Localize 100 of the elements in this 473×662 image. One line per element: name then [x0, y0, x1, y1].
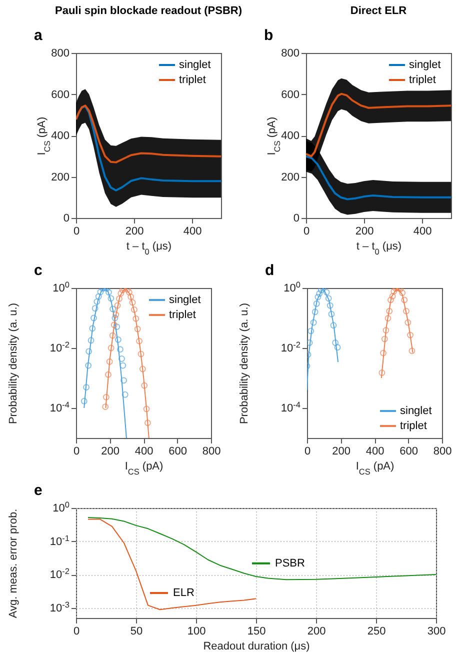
point [144, 420, 151, 426]
y-tick-label: 10$^{-3}$ [50, 600, 70, 614]
x-tick-label: 400 [183, 226, 202, 238]
x-tick-label: 200 [125, 226, 144, 238]
legend-label: singlet [179, 59, 211, 71]
point [313, 300, 320, 307]
y-tick-label: 400 [51, 130, 70, 142]
point [318, 288, 324, 294]
point [114, 324, 120, 330]
point [124, 288, 131, 293]
point [407, 332, 414, 338]
point [139, 366, 146, 372]
point [314, 294, 322, 300]
y-tick-label: 10$^{-1}$ [50, 533, 70, 548]
point [112, 311, 120, 318]
point [138, 350, 144, 358]
x-tick-label: 400 [366, 446, 384, 458]
y-tick-label: 10$^{-4}$ [50, 400, 70, 414]
x-tick-label: 50 [130, 626, 143, 638]
point [120, 377, 127, 384]
x-tick-label: 400 [413, 226, 432, 238]
point [129, 299, 136, 306]
point [116, 296, 122, 302]
text: c [34, 262, 42, 279]
point [312, 308, 318, 316]
y-tick-label: 10$^{0}$ [284, 280, 301, 294]
text: a [34, 27, 43, 44]
point [389, 293, 396, 300]
point [399, 290, 406, 296]
point [80, 398, 88, 404]
point [390, 288, 398, 295]
point [403, 308, 410, 314]
point [109, 332, 116, 339]
point [118, 356, 125, 362]
x-axis-title: t – t$_{0}$ (μs) [356, 240, 402, 256]
point [83, 384, 90, 390]
y-tick-label: 400 [281, 130, 300, 142]
point [112, 314, 118, 322]
x-tick-label: 600 [400, 446, 418, 458]
point [126, 289, 132, 296]
point [105, 371, 112, 378]
text: e [34, 482, 42, 499]
point [97, 288, 104, 296]
legend-label: ELR [173, 586, 194, 599]
point [108, 344, 114, 352]
point [323, 289, 330, 296]
point [136, 338, 142, 344]
point [386, 308, 393, 314]
point [308, 328, 314, 334]
y-tick-label: 10$^{0}$ [52, 280, 70, 294]
line-series [88, 518, 256, 610]
x-tick-label: 100 [187, 626, 206, 638]
point [95, 293, 102, 300]
chart-title: Pauli spin blockade readout (PSBR) [54, 5, 242, 17]
point [106, 358, 113, 365]
y-tick-label: 800 [281, 48, 300, 60]
y-tick-label: 0 [293, 212, 300, 224]
legend-label: triplet [169, 309, 196, 321]
line-series [76, 104, 221, 164]
x-tick-label: 0 [73, 446, 80, 458]
text: d [265, 262, 274, 279]
y-tick-label: 800 [51, 48, 70, 60]
y-tick-label: 10$^{0}$ [52, 500, 70, 514]
point [330, 322, 337, 329]
point [90, 314, 97, 322]
x-tick-label: 150 [247, 626, 266, 638]
y-axis-title: Avg. meas. error prob. [8, 508, 20, 618]
point [106, 289, 112, 296]
point [404, 319, 412, 326]
point [382, 327, 390, 334]
point [131, 306, 138, 313]
x-tick-label: 0 [73, 226, 80, 238]
legend-label: triplet [409, 74, 436, 86]
point [110, 322, 118, 328]
y-axis-title: Probability density (a. u.) [8, 302, 20, 424]
point [378, 370, 386, 376]
point [388, 296, 394, 304]
x-tick-label: 600 [168, 446, 187, 458]
line-series [88, 516, 436, 580]
x-tick-label: 400 [134, 446, 154, 458]
point [128, 294, 134, 300]
point [328, 310, 335, 318]
point [103, 394, 110, 400]
point [88, 337, 94, 344]
legend-label: singlet [169, 294, 201, 306]
x-tick-label: 800 [202, 446, 221, 458]
line-series [76, 105, 221, 192]
x-tick-label: 200 [355, 226, 374, 238]
point [122, 391, 128, 398]
point [380, 350, 386, 356]
point [326, 302, 334, 309]
point [334, 344, 341, 351]
point [325, 295, 332, 302]
point [108, 295, 114, 302]
x-tick-label: 0 [303, 226, 310, 238]
x-tick-label: 200 [307, 626, 326, 638]
point [89, 325, 96, 332]
point [114, 302, 121, 309]
x-tick-label: 300 [427, 626, 446, 638]
point [86, 348, 92, 355]
